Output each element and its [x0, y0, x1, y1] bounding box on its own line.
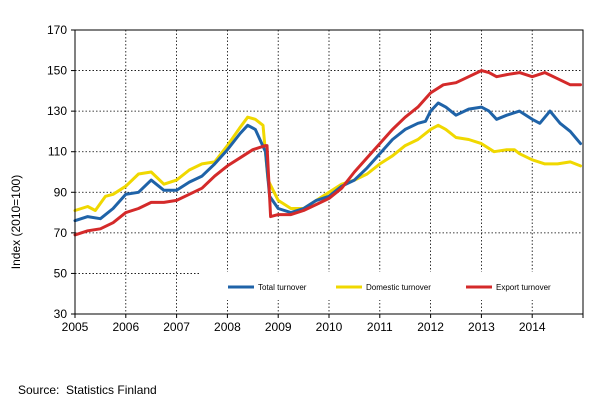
series-line-1: [73, 115, 582, 212]
y-tick-label: 50: [54, 266, 68, 280]
legend-box: [200, 272, 583, 300]
chart-legend: Total turnover Domestic turnover Export tu…: [228, 283, 551, 292]
chart-series-layer: [73, 69, 582, 237]
y-tick-label: 30: [54, 307, 68, 321]
legend-label: Domestic turnover: [366, 283, 431, 292]
chart-axes: [71, 29, 584, 318]
x-tick-label: 2008: [214, 320, 241, 334]
y-tick-label: 110: [48, 145, 67, 159]
y-tick-label: 70: [54, 226, 68, 240]
x-tick-label: 2011: [367, 320, 393, 334]
x-tick-label: 2012: [417, 320, 444, 334]
y-tick-label: 130: [47, 104, 67, 118]
y-tick-label: 170: [47, 23, 67, 37]
x-tick-label: 2010: [316, 320, 343, 334]
chart-tick-labels: 30 50 70 90 110 130 150 170 2005 2006 2007 2008 2009…: [47, 23, 546, 334]
legend-label: Total turnover: [258, 283, 307, 292]
x-tick-label: 2007: [163, 320, 190, 334]
x-tick-label: 2013: [468, 320, 495, 334]
y-tick-label: 90: [54, 185, 68, 199]
source-note: Source: Statistics Finland: [18, 383, 157, 397]
x-tick-label: 2014: [519, 320, 546, 334]
x-tick-label: 2005: [62, 320, 89, 334]
legend-label: Export turnover: [496, 283, 551, 292]
plot-border: [74, 29, 584, 315]
y-axis-title: Index (2010=100): [9, 175, 23, 269]
x-tick-label: 2006: [112, 320, 139, 334]
y-tick-label: 150: [47, 64, 67, 78]
series-line-2: [73, 69, 582, 237]
x-tick-label: 2009: [265, 320, 292, 334]
